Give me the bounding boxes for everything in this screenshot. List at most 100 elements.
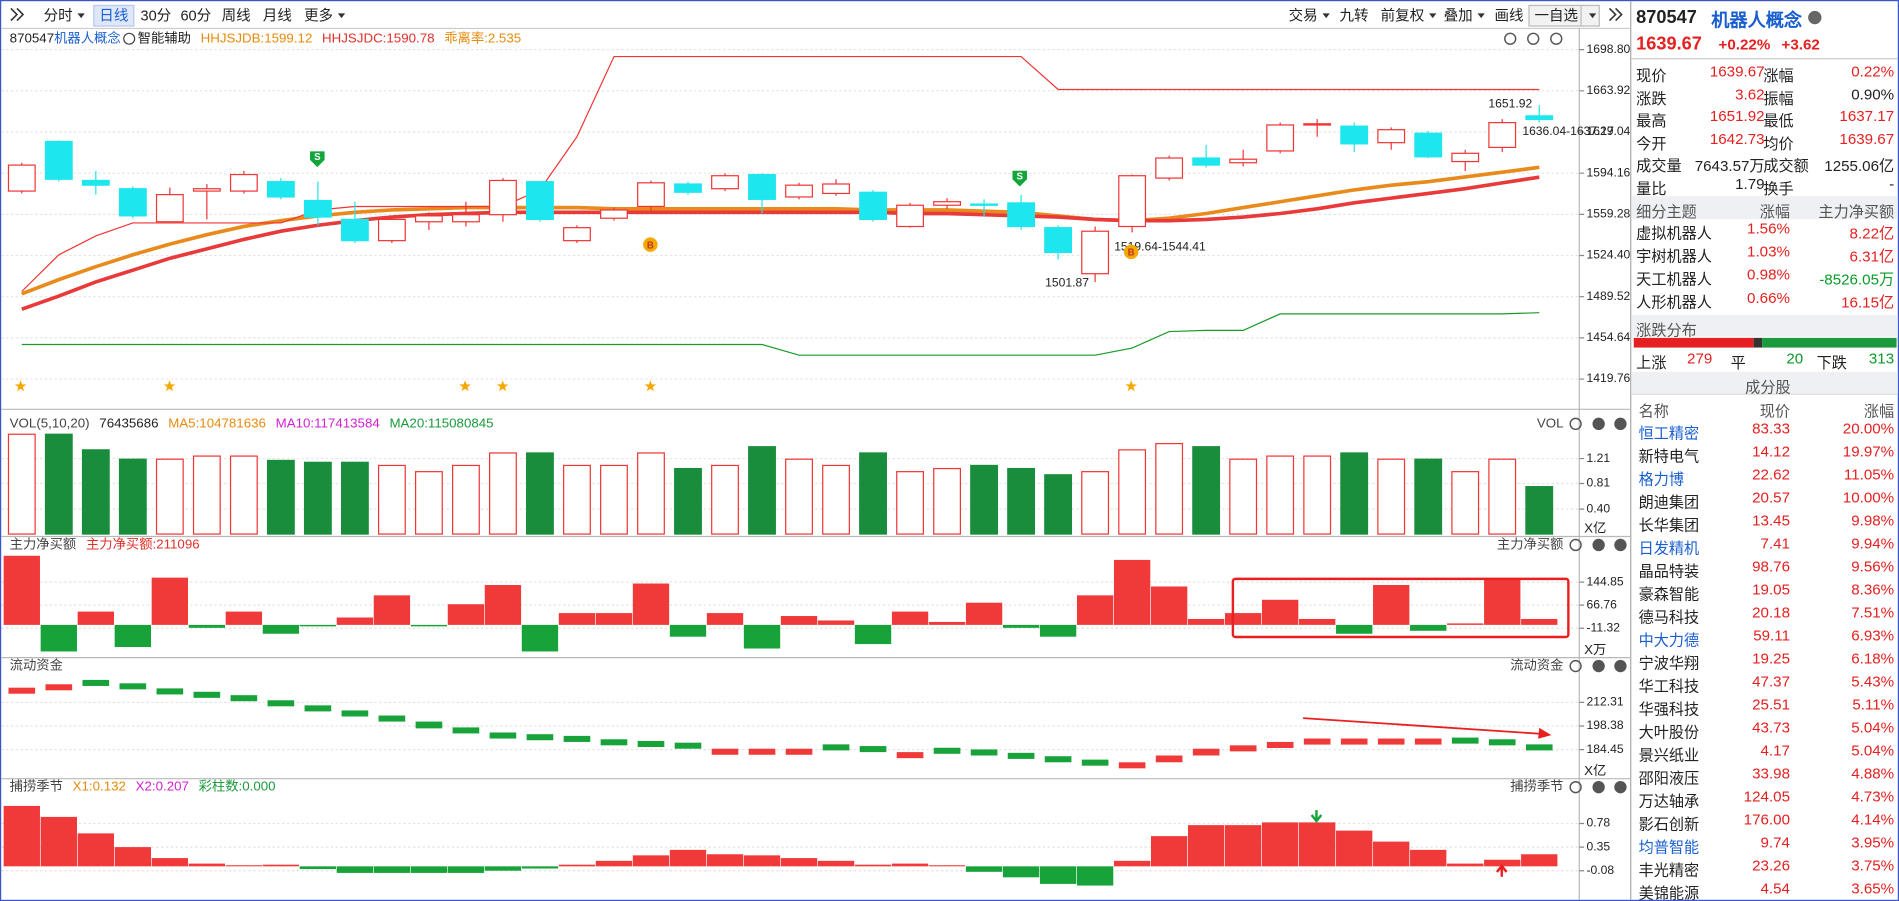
- quote-label: 最高: [1636, 112, 1667, 130]
- flow-bar: [526, 734, 554, 741]
- bar: [1187, 618, 1225, 625]
- dropdown-button[interactable]: [1580, 4, 1600, 27]
- period-button[interactable]: 更多: [298, 5, 351, 27]
- stock-cell[interactable]: 中大力德: [1638, 632, 1700, 650]
- stock-cell[interactable]: 均普智能: [1638, 839, 1700, 857]
- volume-bar: [711, 464, 739, 535]
- period-button[interactable]: 日线: [93, 4, 135, 27]
- side-panel: 870547 机器人概念 1639.67 +0.22% +3.62 现价 1639.67 涨幅…: [1630, 1, 1898, 901]
- chart-icon: [1550, 32, 1563, 45]
- panel-label: HHJSJDC:1590.78: [322, 30, 434, 45]
- bar: [1113, 860, 1151, 867]
- candle-body: [1118, 175, 1147, 228]
- tool-button[interactable]: 一自选: [1528, 4, 1585, 27]
- stock-cell: 5.11%: [1852, 696, 1895, 714]
- stock-cell[interactable]: 格力博: [1638, 471, 1685, 489]
- stock-cell: 47.37: [1752, 673, 1790, 691]
- volume-bar: [674, 467, 702, 535]
- candle-body: [1414, 132, 1443, 158]
- stock-cell: 5.43%: [1851, 673, 1895, 691]
- flow-bar: [452, 727, 480, 734]
- dist-segment: [1753, 337, 1763, 348]
- candle-body: [563, 227, 591, 242]
- pct-change: +0.22%: [1718, 36, 1771, 54]
- bar: [262, 864, 300, 867]
- stock-cell[interactable]: 朗迪集团: [1638, 494, 1700, 512]
- stock-cell[interactable]: 华工科技: [1638, 678, 1700, 696]
- y-tick-label: 1524.40: [1587, 248, 1631, 262]
- theme-cell: -8526.05万: [1819, 271, 1895, 289]
- theme-header-cell: 主力净买额: [1818, 203, 1895, 221]
- tool-button[interactable]: 叠加: [1438, 5, 1491, 27]
- stock-cell[interactable]: 宁波华翔: [1638, 655, 1700, 673]
- stock-cell[interactable]: 德马科技: [1638, 609, 1700, 627]
- bar: [743, 855, 781, 867]
- stock-cell: 11.05%: [1843, 466, 1895, 484]
- info-icon[interactable]: [1808, 10, 1822, 25]
- stock-cell[interactable]: 恒工精密: [1638, 425, 1700, 443]
- stock-cell[interactable]: 华强科技: [1638, 701, 1700, 719]
- stock-cell[interactable]: 邵阳液压: [1638, 770, 1700, 788]
- candle-body: [674, 183, 702, 193]
- candle-body: [229, 173, 258, 192]
- volume-bar: [859, 452, 887, 535]
- stock-cell[interactable]: 丰光精密: [1638, 862, 1700, 880]
- period-button[interactable]: 30分: [140, 7, 172, 25]
- candle-body: [81, 179, 110, 186]
- period-button[interactable]: 60分: [180, 7, 212, 25]
- tool-button[interactable]: 交易: [1283, 5, 1336, 27]
- volume-bar: [414, 471, 443, 535]
- volume-bar: [155, 458, 184, 535]
- bar: [77, 833, 114, 867]
- stock-cell: 4.14%: [1851, 811, 1895, 829]
- volume-bar: [933, 467, 961, 535]
- stock-cell[interactable]: 美锦能源: [1638, 885, 1700, 901]
- flow-bar: [193, 691, 221, 698]
- period-button[interactable]: 分时: [38, 5, 91, 27]
- y-tick-label: 1629.04: [1587, 124, 1631, 138]
- tool-button[interactable]: 前复权: [1375, 5, 1443, 27]
- sell-marker: [1012, 170, 1028, 187]
- candle-body: [1488, 122, 1517, 149]
- stock-cell[interactable]: 晶品特装: [1638, 563, 1700, 581]
- theme-cell: 天工机器人: [1636, 271, 1712, 289]
- stock-cell[interactable]: 大叶股份: [1638, 724, 1700, 742]
- flow-bar: [859, 746, 887, 753]
- stock-cell: 8.36%: [1851, 581, 1895, 599]
- flow-bar: [45, 684, 73, 691]
- candle-body: [1303, 123, 1332, 126]
- star-icon: [644, 380, 657, 392]
- bar: [1447, 863, 1484, 867]
- stock-cell[interactable]: 日发精机: [1638, 540, 1700, 558]
- y-tick-label: 1489.52: [1587, 289, 1631, 303]
- stock-cell[interactable]: 万达轴承: [1638, 793, 1700, 811]
- chevron-icon[interactable]: [8, 6, 25, 23]
- bar: [373, 866, 411, 873]
- stock-cell: 6.18%: [1851, 650, 1895, 668]
- flow-bar: [970, 749, 998, 756]
- quote-value: 1651.92: [1709, 107, 1765, 125]
- tool-button[interactable]: 九转: [1339, 7, 1369, 25]
- volume-bar: [1340, 452, 1369, 535]
- stock-cell[interactable]: 影石创新: [1638, 816, 1700, 834]
- bar: [225, 865, 263, 867]
- stock-cell[interactable]: 豪森智能: [1638, 586, 1700, 604]
- stock-cell: 9.74: [1760, 834, 1790, 852]
- buy-marker: [1123, 244, 1139, 260]
- stock-cell[interactable]: 景兴纸业: [1638, 747, 1700, 765]
- volume-bar: [1044, 474, 1073, 535]
- period-button[interactable]: 周线: [221, 7, 251, 25]
- stock-cell[interactable]: 长华集团: [1638, 517, 1700, 535]
- panel-label: 彩柱数:0.000: [199, 779, 276, 794]
- panel-icon: [1614, 659, 1627, 673]
- tool-button[interactable]: 画线: [1494, 7, 1524, 25]
- candle-body: [859, 191, 887, 221]
- stock-cell[interactable]: 新特电气: [1638, 448, 1700, 466]
- flow-bar: [896, 752, 924, 759]
- period-button[interactable]: 月线: [262, 7, 292, 25]
- price: 1639.67: [1636, 33, 1702, 55]
- stock-cell: 83.33: [1752, 420, 1790, 438]
- flow-bar: [674, 742, 702, 749]
- chevron-icon[interactable]: [1607, 6, 1624, 23]
- bar: [1262, 599, 1299, 625]
